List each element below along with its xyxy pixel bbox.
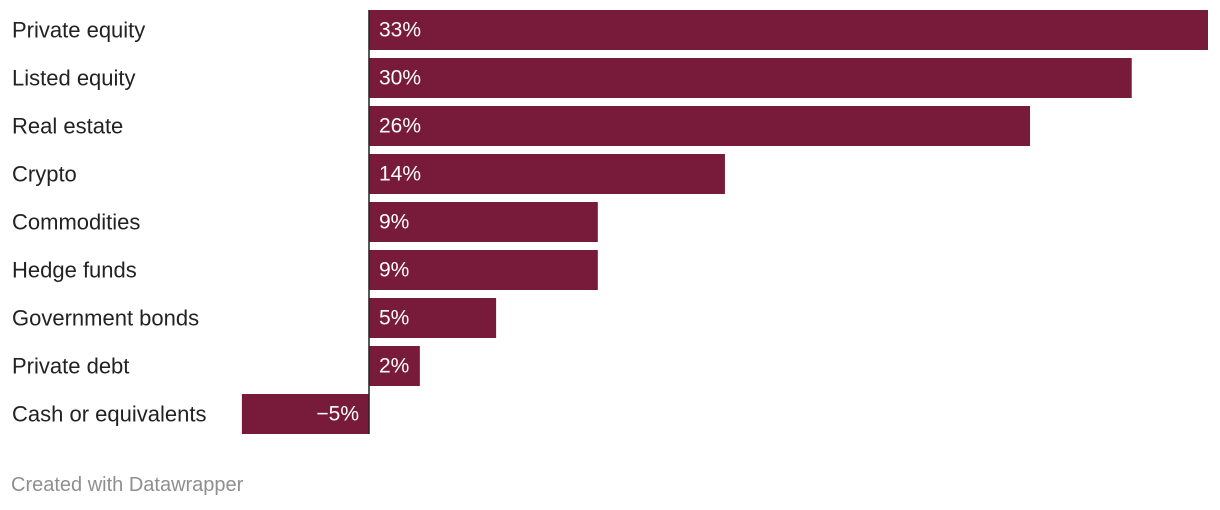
bar [369, 10, 1208, 50]
category-label: Listed equity [12, 66, 136, 91]
bar-value-label: 26% [379, 115, 421, 138]
bar-chart: Private equity 33% Listed equity 30% Real es… [12, 10, 1208, 434]
category-label: Private equity [12, 18, 145, 43]
category-label: Commodities [12, 210, 140, 235]
category-label: Cash or equivalents [12, 402, 206, 427]
bar [369, 58, 1132, 98]
bar-value-label: 14% [379, 163, 421, 186]
bar-value-label: 5% [379, 307, 409, 330]
bar [369, 346, 420, 386]
bar-value-label: 9% [379, 259, 409, 282]
bar [241, 394, 369, 434]
bar [369, 154, 725, 194]
bar [369, 298, 497, 338]
bar-value-label: 33% [379, 19, 421, 42]
bar-value-label: 9% [379, 211, 409, 234]
category-label: Hedge funds [12, 258, 137, 283]
bar-value-label: 2% [379, 355, 409, 378]
bar-value-label: 30% [379, 67, 421, 90]
bar-value-label: −5% [316, 403, 359, 426]
category-label: Private debt [12, 354, 129, 379]
bar [369, 106, 1031, 146]
bar [369, 202, 598, 242]
category-label: Government bonds [12, 306, 199, 331]
category-label: Real estate [12, 114, 123, 139]
datawrapper-credit: Created with Datawrapper [11, 474, 244, 496]
bar [369, 250, 598, 290]
category-label: Crypto [12, 162, 77, 187]
